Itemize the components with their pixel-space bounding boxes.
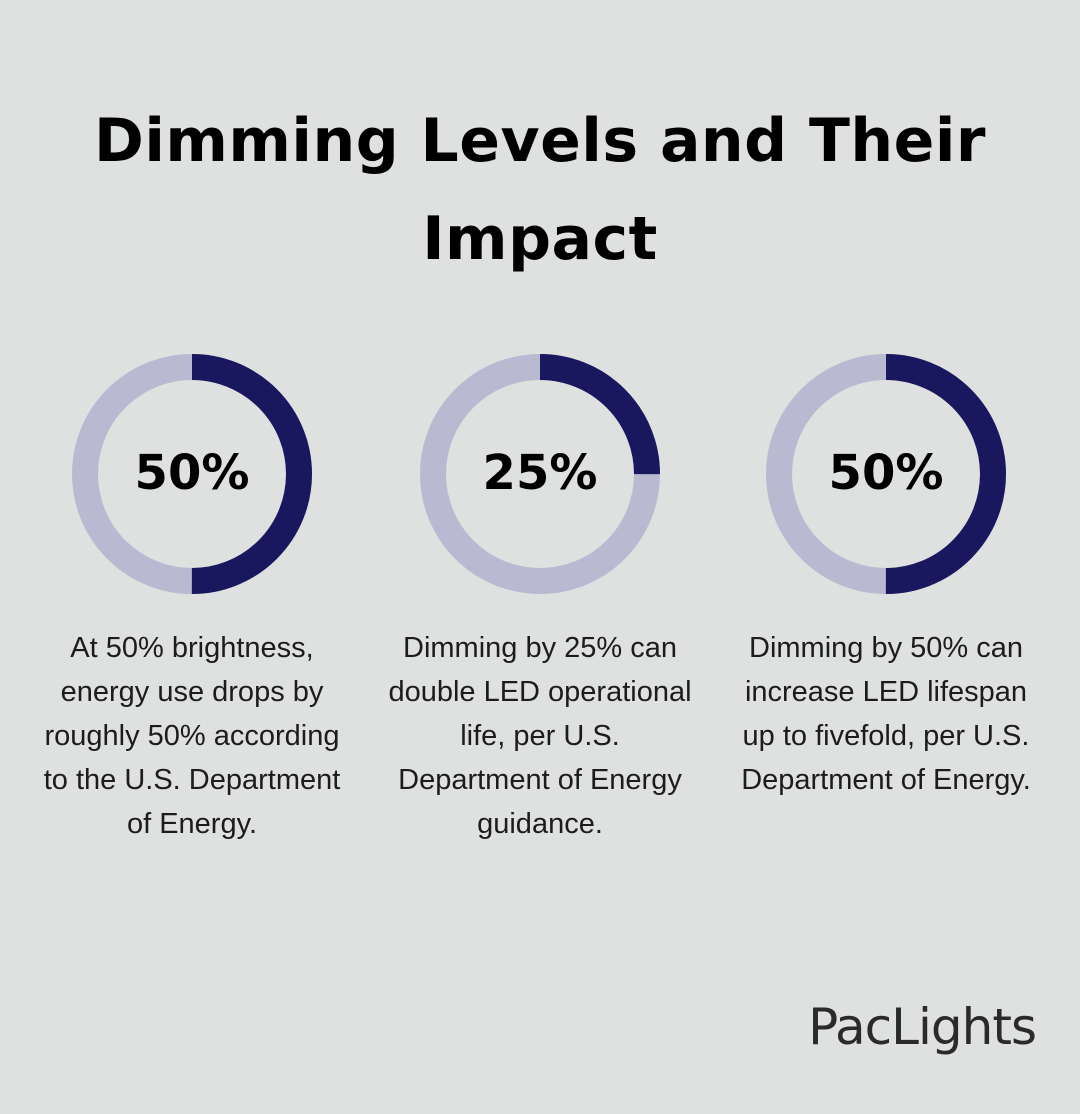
percent-label: 50%	[829, 445, 944, 501]
donut-arc	[72, 354, 312, 594]
caption: Dimming by 25% can double LED operationa…	[388, 632, 692, 840]
donut-arc	[420, 354, 660, 594]
brand-logo: PacLights	[808, 998, 1037, 1056]
caption: At 50% brightness, energy use drops by r…	[43, 632, 341, 840]
title: Dimming Levels and Their Impact	[94, 106, 986, 274]
caption: Dimming by 50% can increase LED lifespan…	[741, 632, 1031, 796]
percent-label: 50%	[135, 445, 250, 501]
percent-label: 25%	[483, 445, 598, 501]
donut-arc	[766, 354, 1006, 594]
